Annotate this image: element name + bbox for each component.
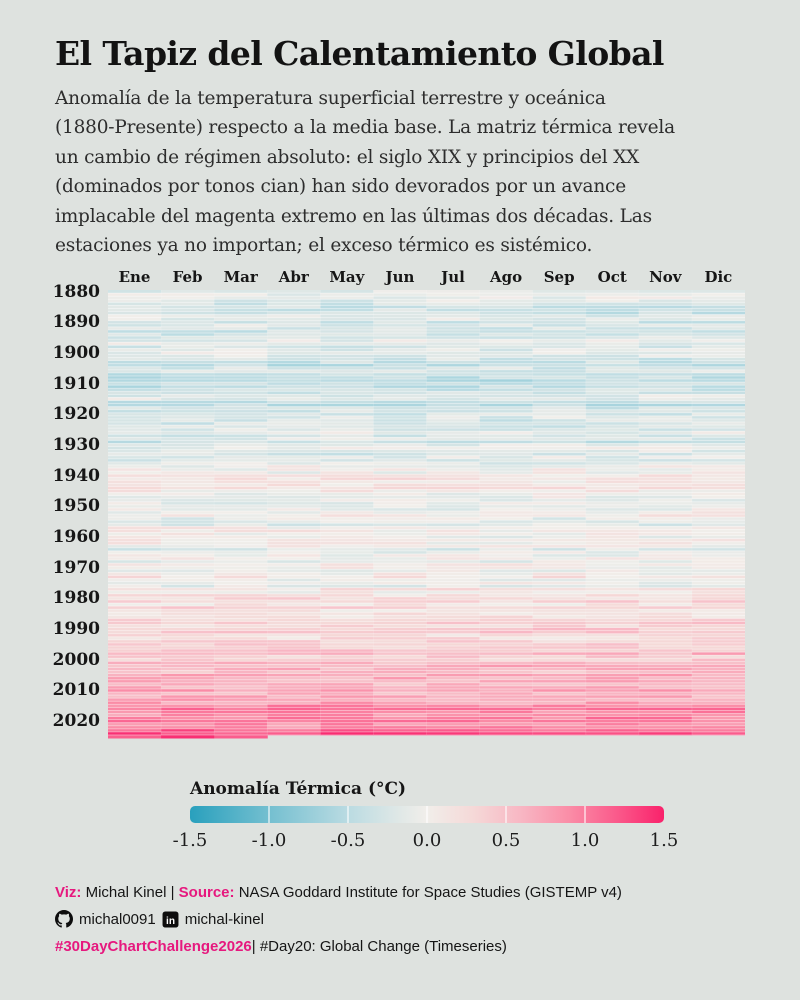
colorbar-tick: -1.0 [251,830,287,851]
linkedin-handle: michal-kinel [184,910,264,928]
subtitle-line: estaciones ya no importan; el exceso tér… [55,235,593,257]
colorbar-tick: -1.5 [172,830,208,851]
colorbar-tick: 1.5 [649,830,679,851]
year-label: 1960 [52,527,100,547]
source-name: NASA Goddard Institute for Space Studies… [234,884,622,901]
month-label: Dic [704,268,733,286]
month-label: Abr [278,268,309,286]
github-handle: michal0091 [79,910,156,928]
year-label: 1990 [52,619,100,640]
colorbar-tick: 1.0 [570,830,600,851]
colorbar-tick: -0.5 [330,830,366,851]
month-label: Ago [490,268,523,286]
year-label: 2000 [52,649,100,670]
year-label: 1880 [52,281,100,302]
hashtag-line: #30DayChartChallenge2026| #Day20: Global… [55,938,507,955]
year-label: 1900 [52,342,100,363]
colorbar-separator [426,806,428,823]
year-label: 2020 [52,711,100,732]
viz-name: Michal Kinel | [81,884,179,901]
svg-text:in: in [166,915,175,926]
legend-title: Anomalía Térmica (°C) [190,779,407,799]
month-label: Jun [385,268,415,286]
year-label: 1940 [52,465,100,486]
chart-subtitle: Anomalía de la temperatura superficial t… [55,84,675,260]
subtitle-line: un cambio de régimen absoluto: el siglo … [55,146,640,168]
colorbar-ticks: -1.5 -1.0 -0.5 0.0 0.5 1.0 1.5 [173,830,679,852]
year-label: 1970 [52,557,100,578]
subtitle-line: (dominados por tonos cian) han sido devo… [55,176,626,198]
month-label: Ene [118,268,151,286]
year-label: 1890 [52,312,100,333]
colorbar [190,806,664,823]
credit-line: Viz: Michal Kinel | Source: NASA Goddard… [55,884,622,901]
social-line: michal0091 in michal-kinel [55,910,264,928]
year-label: 1950 [52,496,100,517]
colorbar-separator [584,806,586,823]
page-title: El Tapiz del Calentamiento Global [55,34,664,73]
month-label: Sep [543,268,575,286]
colorbar-separator [267,806,270,823]
year-label: 1930 [52,434,100,455]
heatmap-canvas [108,290,745,739]
year-axis: 1880 1890 1900 1910 1920 1930 1940 1950 1960 1970… [30,0,100,760]
year-label: 2010 [52,680,100,701]
month-label: Nov [649,268,682,286]
year-label: 1920 [52,404,100,425]
month-label: Feb [172,268,203,286]
month-label: Jul [441,268,465,286]
colorbar-separator [346,806,349,823]
colorbar-separator [504,806,507,823]
month-label: Oct [597,268,627,286]
hashtag: #30DayChartChallenge2026 [55,938,252,955]
source-label: Source: [178,884,235,901]
month-label: May [329,268,365,286]
subtitle-line: Anomalía de la temperatura superficial t… [55,88,606,109]
year-label: 1910 [52,373,100,394]
subtitle-line: (1880-Presente) respecto a la media base… [55,117,675,139]
colorbar-tick: 0.5 [491,830,521,851]
subtitle-line: implacable del magenta extremo en las úl… [55,205,652,227]
github-icon [55,910,73,928]
year-label: 1980 [52,588,100,609]
month-label: Mar [223,268,258,286]
viz-label: Viz: [55,884,82,901]
linkedin-icon: in [162,911,179,928]
hashtag-rest: | #Day20: Global Change (Timeseries) [251,938,507,955]
month-axis: Ene Feb Mar Abr May Jun Jul Ago Sep Oct Nov Dic [108,268,745,286]
colorbar-tick: 0.0 [412,830,442,851]
